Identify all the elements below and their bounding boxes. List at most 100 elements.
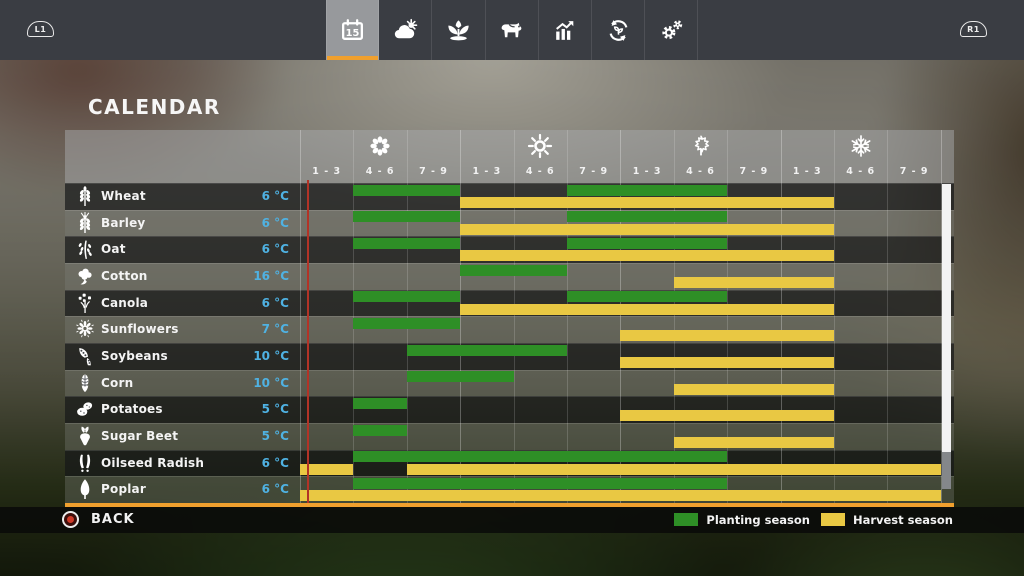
crop-temperature: 16 °C — [253, 269, 289, 283]
planting-bar — [353, 424, 407, 436]
tab-settings[interactable] — [645, 0, 699, 60]
planting-bar — [567, 291, 728, 303]
grid-line — [567, 130, 568, 503]
crop-temperature: 5 °C — [261, 402, 289, 417]
harvest-bar — [460, 303, 834, 315]
planting-bar — [353, 318, 461, 330]
planting-bar — [406, 344, 567, 356]
planting-bar — [353, 451, 728, 463]
planting-bar — [353, 211, 461, 223]
harvest-swatch — [820, 513, 845, 526]
barley-icon — [75, 211, 95, 234]
crop-name: Potatoes — [101, 402, 163, 417]
crop-temperature: 10 °C — [253, 375, 289, 390]
harvest-bar — [460, 197, 834, 208]
calendar-row: Barley 6 °C — [65, 209, 954, 237]
tab-crops[interactable] — [432, 0, 486, 60]
harvest-bar — [673, 277, 834, 288]
period-label: 7 - 9 — [739, 166, 769, 177]
grid-line — [940, 130, 942, 503]
harvest-bar — [620, 410, 834, 422]
maple-leaf-icon — [688, 133, 714, 159]
calendar-row: Cotton 16 °C — [65, 263, 954, 290]
planting-bar — [567, 211, 728, 223]
crop-name: Sugar Beet — [101, 429, 179, 443]
planting-bar — [353, 184, 461, 196]
page-title: CALENDAR — [88, 95, 221, 119]
tab-crop-rotation[interactable] — [592, 0, 646, 60]
crop-name: Oilseed Radish — [101, 455, 205, 470]
snowflake-icon — [848, 133, 874, 159]
sunflower-icon — [75, 318, 95, 340]
planting-label: Planting season — [706, 512, 810, 527]
calendar-row: Potatoes 5 °C — [65, 396, 954, 424]
panel-bottom-border — [65, 503, 954, 507]
calendar-row: Canola 6 °C — [65, 289, 954, 317]
svg-text:15: 15 — [346, 28, 360, 39]
sugar-beet-icon — [75, 425, 95, 447]
scrollbar-track[interactable] — [942, 184, 951, 489]
legend-harvest: Harvest season — [820, 513, 953, 527]
page-title-row: CALENDAR — [75, 95, 221, 119]
crop-temperature: 6 °C — [261, 242, 289, 257]
crop-temperature: 6 °C — [261, 482, 289, 497]
season-header: 1 - 3 4 - 6 7 - 9 1 - 3 4 - 6 7 - 9 1 - 3 4 - 6… — [65, 130, 954, 183]
oilseed-radish-icon — [75, 452, 95, 474]
back-button[interactable]: BACK — [62, 511, 135, 528]
planting-bar — [353, 398, 407, 410]
corn-icon — [75, 372, 95, 394]
planting-bar — [353, 291, 461, 303]
calendar-row: Sugar Beet 5 °C — [65, 423, 954, 450]
tab-animals[interactable] — [486, 0, 539, 60]
grid-line — [834, 130, 835, 503]
crop-name: Sunflowers — [101, 322, 179, 337]
scrollbar-thumb[interactable] — [942, 184, 951, 452]
crop-name: Canola — [101, 295, 149, 310]
period-label: 4 - 6 — [365, 166, 395, 177]
current-day-indicator — [307, 180, 309, 503]
period-label: 1 - 3 — [632, 166, 662, 177]
period-label: 7 - 9 — [899, 166, 929, 177]
planting-swatch — [674, 513, 699, 526]
planting-bar — [353, 478, 728, 490]
crop-temperature: 6 °C — [261, 295, 289, 310]
grid-line — [300, 130, 301, 503]
period-label: 4 - 6 — [686, 166, 715, 177]
tab-calendar[interactable]: 15 — [326, 0, 380, 60]
period-label: 7 - 9 — [579, 166, 609, 177]
tab-weather[interactable] — [379, 0, 433, 60]
tab-finances[interactable] — [539, 0, 592, 60]
grid-line — [406, 130, 408, 503]
period-label: 1 - 3 — [312, 166, 342, 177]
calendar-row: Wheat 6 °C — [65, 183, 954, 210]
oat-icon — [75, 238, 95, 260]
grid-line — [780, 130, 782, 503]
period-label: 4 - 6 — [846, 166, 876, 177]
calendar-row: Soybeans 10 °C — [65, 343, 954, 370]
back-label: BACK — [91, 512, 135, 527]
planting-bar — [460, 264, 567, 276]
settings-icon — [658, 17, 685, 44]
shoulder-button-l1[interactable]: L1 — [27, 21, 54, 37]
crop-name: Cotton — [101, 269, 148, 283]
crop-rotation-icon — [605, 17, 632, 44]
legend: Planting season Harvest season — [674, 513, 953, 527]
calendar-panel: 1 - 3 4 - 6 7 - 9 1 - 3 4 - 6 7 - 9 1 - 3 4 - 6… — [65, 130, 954, 507]
finances-icon — [551, 17, 578, 44]
soybean-icon — [75, 345, 95, 367]
harvest-bar — [460, 223, 834, 235]
grid-line — [727, 130, 729, 503]
weather-icon — [392, 17, 419, 44]
canola-icon — [75, 292, 95, 314]
crop-temperature: 7 °C — [261, 322, 289, 337]
grid-line — [673, 130, 675, 503]
shoulder-button-r1[interactable]: R1 — [960, 21, 987, 37]
harvest-bar — [300, 490, 941, 502]
crop-name: Soybeans — [101, 349, 168, 363]
legend-planting: Planting season — [674, 513, 810, 527]
crop-temperature: 6 °C — [261, 455, 289, 470]
crop-name: Wheat — [101, 189, 146, 203]
crop-temperature: 10 °C — [253, 349, 289, 363]
period-label: 1 - 3 — [792, 166, 822, 177]
